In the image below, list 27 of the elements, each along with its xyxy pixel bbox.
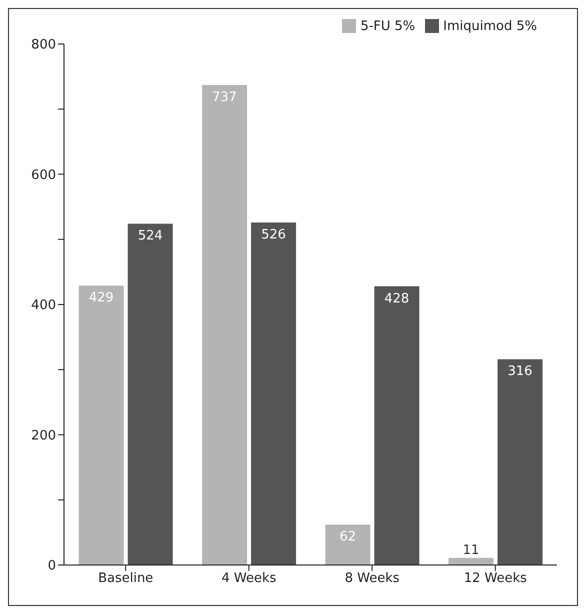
- data-label: 316: [508, 364, 532, 380]
- y-tick-label: 400: [31, 298, 56, 314]
- bar: [78, 286, 124, 565]
- bar: [498, 359, 543, 565]
- x-tick-label: 12 Weeks: [464, 571, 528, 586]
- x-tick-label: Baseline: [98, 571, 154, 586]
- legend-label: Imiquimod 5%: [443, 19, 537, 34]
- legend-label: 5-FU 5%: [360, 19, 416, 34]
- data-label: 429: [88, 290, 114, 306]
- bar: [374, 286, 420, 565]
- data-label: 737: [212, 90, 237, 106]
- data-label: 526: [261, 227, 286, 242]
- data-label: 524: [138, 228, 163, 244]
- bar: [325, 524, 370, 565]
- x-tick-label: 4 Weeks: [221, 571, 276, 586]
- x-tick-label: 8 Weeks: [344, 571, 400, 586]
- bar: [448, 558, 494, 565]
- y-tick-label: 800: [31, 38, 56, 53]
- y-tick-label: 600: [31, 168, 56, 183]
- bar: [128, 224, 173, 565]
- bar: [251, 222, 296, 565]
- data-label: 11: [462, 542, 480, 558]
- bar: [202, 85, 248, 565]
- data-label: 428: [384, 291, 410, 306]
- data-label: 62: [340, 530, 356, 545]
- y-tick-label: 200: [31, 428, 56, 444]
- y-tick-label: 0: [48, 558, 56, 574]
